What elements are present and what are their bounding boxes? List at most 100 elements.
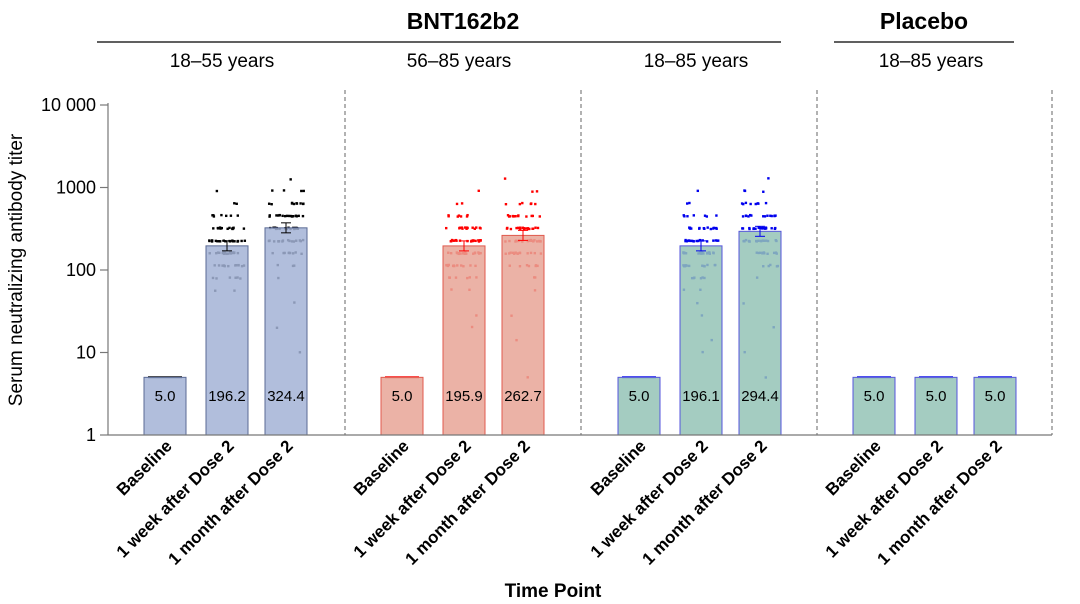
data-point <box>770 214 773 218</box>
bar-value-label: 294.4 <box>741 388 779 405</box>
data-point <box>692 239 695 243</box>
data-point <box>461 227 464 230</box>
data-point <box>509 227 513 231</box>
y-tick-label: 1000 <box>56 178 96 198</box>
data-point <box>505 227 509 230</box>
data-point <box>773 214 776 218</box>
data-point <box>530 202 533 205</box>
data-point <box>714 226 718 230</box>
data-point <box>503 177 507 180</box>
data-point <box>268 215 271 218</box>
bar-value-label: 5.0 <box>155 388 176 405</box>
bar-value-label: 5.0 <box>926 388 947 405</box>
data-point <box>218 240 222 243</box>
data-point <box>506 214 510 217</box>
data-point <box>450 238 454 242</box>
data-point <box>531 227 534 230</box>
data-point <box>267 202 271 205</box>
data-point <box>692 214 696 217</box>
data-point <box>534 226 537 229</box>
data-point <box>236 214 240 217</box>
data-point <box>511 214 515 218</box>
data-point <box>302 202 305 205</box>
data-point <box>473 227 476 231</box>
data-point <box>214 239 218 243</box>
data-point <box>220 213 223 217</box>
panel-label: 56–85 years <box>407 51 512 72</box>
data-point <box>297 214 300 218</box>
data-point <box>235 202 238 206</box>
bar <box>973 376 1017 436</box>
data-point <box>232 227 235 230</box>
group-headers: BNT162b2 Placebo <box>97 8 1014 43</box>
x-tick-label: 1 week after Dose 2 <box>587 436 712 561</box>
data-point <box>229 214 233 217</box>
bar <box>442 245 486 436</box>
data-point <box>268 214 271 217</box>
data-point <box>741 215 745 218</box>
data-point <box>538 215 541 218</box>
data-point <box>447 215 450 218</box>
data-point <box>763 215 767 218</box>
group-title: Placebo <box>880 8 968 34</box>
y-tick-label: 10 <box>76 343 96 363</box>
data-point <box>224 214 228 218</box>
data-point <box>689 239 692 243</box>
data-point <box>242 227 246 230</box>
group-title: BNT162b2 <box>407 8 519 34</box>
x-tick-label: 1 week after Dose 2 <box>113 436 238 561</box>
data-point <box>295 215 298 218</box>
data-point <box>243 239 247 242</box>
data-point <box>759 226 762 230</box>
data-point <box>744 201 748 205</box>
data-point <box>477 189 480 192</box>
data-point <box>517 226 521 230</box>
bar-value-label: 196.2 <box>208 388 246 405</box>
data-point <box>698 238 702 242</box>
data-point <box>748 227 751 231</box>
data-point <box>471 226 474 229</box>
data-point <box>219 227 222 230</box>
data-point <box>240 239 243 243</box>
data-point <box>748 213 752 217</box>
data-point <box>524 227 528 230</box>
data-point <box>709 227 713 231</box>
data-point <box>270 203 273 206</box>
data-point <box>766 214 769 217</box>
data-point <box>752 227 756 230</box>
data-point <box>702 227 706 230</box>
data-point <box>682 214 685 217</box>
data-point <box>774 226 777 230</box>
bars: 5.0 196.2 324.4 5.0 195.9 262.7 5.0 196.1 294.4 5… <box>143 222 1017 436</box>
bar-value-label: 324.4 <box>267 388 305 405</box>
y-tick-label: 1 <box>86 425 96 445</box>
panel-label: 18–85 years <box>644 51 749 72</box>
data-point <box>762 190 765 193</box>
data-point <box>743 189 746 192</box>
data-point <box>278 213 281 217</box>
data-point <box>445 226 448 230</box>
data-point <box>705 215 709 218</box>
data-point <box>282 189 286 192</box>
data-point <box>764 227 767 230</box>
x-tick-label: Baseline <box>587 436 650 499</box>
bar <box>380 376 424 436</box>
panel-labels: 18–55 years 56–85 years 18–85 years 18–85 y… <box>170 51 984 72</box>
data-point <box>698 227 701 230</box>
bar <box>914 376 958 436</box>
bar <box>143 376 187 436</box>
bar <box>264 227 308 436</box>
data-point <box>292 202 296 206</box>
x-tick-label: Baseline <box>350 436 413 499</box>
data-point <box>212 214 215 217</box>
data-point <box>687 239 690 242</box>
data-point <box>714 239 718 242</box>
data-point <box>458 227 461 230</box>
data-point <box>275 214 278 217</box>
data-point <box>472 239 475 242</box>
x-tick-label: 1 week after Dose 2 <box>822 436 947 561</box>
data-point <box>508 215 512 218</box>
data-point <box>522 227 526 231</box>
data-point <box>525 215 528 218</box>
